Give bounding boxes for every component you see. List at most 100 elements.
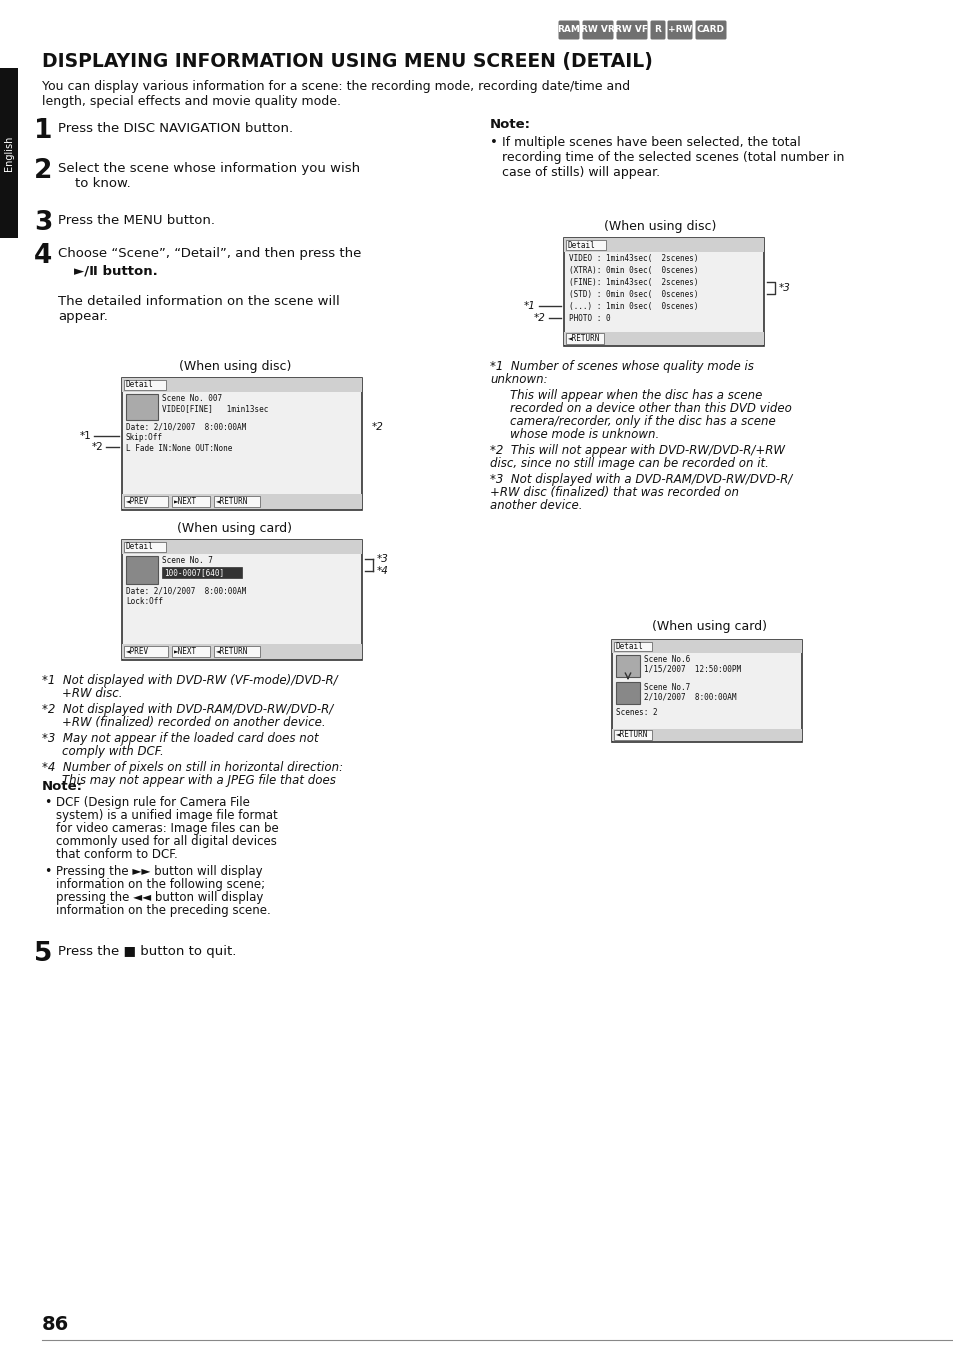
Text: commonly used for all digital devices: commonly used for all digital devices bbox=[56, 836, 276, 848]
Text: L Fade IN:None OUT:None: L Fade IN:None OUT:None bbox=[126, 443, 233, 453]
Text: ►NEXT: ►NEXT bbox=[173, 498, 197, 506]
FancyBboxPatch shape bbox=[650, 20, 665, 39]
Text: ◄RETURN: ◄RETURN bbox=[215, 498, 248, 506]
Text: Scenes: 2: Scenes: 2 bbox=[616, 708, 657, 717]
Text: +RW disc.: +RW disc. bbox=[62, 687, 122, 700]
Bar bbox=[616, 654, 639, 677]
FancyBboxPatch shape bbox=[695, 20, 726, 39]
Text: ◄PREV: ◄PREV bbox=[126, 648, 149, 656]
Text: RAM: RAM bbox=[557, 26, 579, 35]
Text: Press the ■ button to quit.: Press the ■ button to quit. bbox=[58, 945, 236, 959]
Text: 3: 3 bbox=[34, 210, 52, 237]
Bar bbox=[213, 496, 260, 507]
Text: (When using card): (When using card) bbox=[177, 522, 293, 535]
Text: Detail: Detail bbox=[567, 241, 595, 250]
Text: Press the DISC NAVIGATION button.: Press the DISC NAVIGATION button. bbox=[58, 122, 293, 135]
Text: *4: *4 bbox=[376, 566, 389, 576]
Text: 4: 4 bbox=[34, 243, 52, 269]
Text: DISPLAYING INFORMATION USING MENU SCREEN (DETAIL): DISPLAYING INFORMATION USING MENU SCREEN… bbox=[42, 51, 652, 72]
Text: comply with DCF.: comply with DCF. bbox=[62, 745, 164, 758]
Text: disc, since no still image can be recorded on it.: disc, since no still image can be record… bbox=[490, 457, 768, 470]
Text: Skip:Off: Skip:Off bbox=[126, 433, 163, 442]
Bar bbox=[122, 379, 361, 510]
Text: 5: 5 bbox=[34, 941, 52, 967]
Text: information on the preceding scene.: information on the preceding scene. bbox=[56, 904, 271, 917]
Bar bbox=[122, 379, 361, 392]
FancyBboxPatch shape bbox=[558, 20, 578, 39]
Text: Note:: Note: bbox=[490, 118, 531, 131]
Bar bbox=[612, 729, 801, 741]
Bar bbox=[563, 333, 763, 345]
Text: Date: 2/10/2007  8:00:00AM: Date: 2/10/2007 8:00:00AM bbox=[126, 585, 246, 595]
Text: *1: *1 bbox=[80, 431, 91, 441]
Text: RW VF: RW VF bbox=[615, 26, 648, 35]
Text: *2  Not displayed with DVD-RAM/DVD-RW/DVD-R/: *2 Not displayed with DVD-RAM/DVD-RW/DVD… bbox=[42, 703, 333, 717]
Text: VIDEO : 1min43sec(  2scenes): VIDEO : 1min43sec( 2scenes) bbox=[568, 254, 698, 264]
Bar bbox=[124, 646, 168, 657]
Text: Detail: Detail bbox=[616, 642, 643, 652]
Text: ◄RETURN: ◄RETURN bbox=[215, 648, 248, 656]
Bar bbox=[614, 730, 651, 740]
Text: Detail: Detail bbox=[126, 380, 153, 389]
Text: If multiple scenes have been selected, the total
recording time of the selected : If multiple scenes have been selected, t… bbox=[501, 137, 843, 178]
Text: ►NEXT: ►NEXT bbox=[173, 648, 197, 656]
Text: Choose “Scene”, “Detail”, and then press the: Choose “Scene”, “Detail”, and then press… bbox=[58, 247, 361, 260]
Text: 100-0007[640]: 100-0007[640] bbox=[164, 568, 224, 577]
Text: RW VR: RW VR bbox=[580, 26, 615, 35]
Text: pressing the ◄◄ button will display: pressing the ◄◄ button will display bbox=[56, 891, 263, 904]
Text: *4  Number of pixels on still in horizontal direction:: *4 Number of pixels on still in horizont… bbox=[42, 761, 343, 773]
Text: 1: 1 bbox=[34, 118, 52, 145]
Text: English: English bbox=[4, 135, 14, 170]
Text: (When using disc): (When using disc) bbox=[178, 360, 291, 373]
Text: Detail: Detail bbox=[126, 542, 153, 552]
Bar bbox=[612, 639, 801, 653]
Text: Date: 2/10/2007  8:00:00AM: Date: 2/10/2007 8:00:00AM bbox=[126, 422, 246, 431]
Bar bbox=[213, 646, 260, 657]
Text: Note:: Note: bbox=[42, 780, 83, 794]
Text: 2: 2 bbox=[34, 158, 52, 184]
Text: This will appear when the disc has a scene: This will appear when the disc has a sce… bbox=[510, 389, 761, 402]
Text: *3  Not displayed with a DVD-RAM/DVD-RW/DVD-R/: *3 Not displayed with a DVD-RAM/DVD-RW/D… bbox=[490, 473, 791, 485]
Text: another device.: another device. bbox=[490, 499, 582, 512]
Bar bbox=[565, 333, 603, 343]
Text: Press the MENU button.: Press the MENU button. bbox=[58, 214, 214, 227]
Text: (XTRA): 0min 0sec(  0scenes): (XTRA): 0min 0sec( 0scenes) bbox=[568, 266, 698, 274]
Text: Scene No. 007: Scene No. 007 bbox=[162, 393, 222, 403]
Bar bbox=[124, 496, 168, 507]
Bar bbox=[126, 393, 158, 420]
Text: *1: *1 bbox=[523, 301, 536, 311]
Text: 1/15/2007  12:50:00PM: 1/15/2007 12:50:00PM bbox=[643, 664, 740, 673]
Text: Select the scene whose information you wish
    to know.: Select the scene whose information you w… bbox=[58, 162, 359, 191]
Text: Scene No. 7: Scene No. 7 bbox=[162, 556, 213, 565]
Text: system) is a unified image file format: system) is a unified image file format bbox=[56, 808, 277, 822]
Text: ◄PREV: ◄PREV bbox=[126, 498, 149, 506]
Text: ►/Ⅱ button.: ►/Ⅱ button. bbox=[74, 265, 157, 279]
Text: (FINE): 1min43sec(  2scenes): (FINE): 1min43sec( 2scenes) bbox=[568, 279, 698, 287]
Text: You can display various information for a scene: the recording mode, recording d: You can display various information for … bbox=[42, 80, 630, 108]
Text: *2  This will not appear with DVD-RW/DVD-R/+RW: *2 This will not appear with DVD-RW/DVD-… bbox=[490, 443, 784, 457]
Text: whose mode is unknown.: whose mode is unknown. bbox=[510, 429, 659, 441]
Text: unknown:: unknown: bbox=[490, 373, 547, 387]
Bar bbox=[0, 68, 18, 238]
FancyBboxPatch shape bbox=[616, 20, 647, 39]
Text: R: R bbox=[654, 26, 660, 35]
Text: •: • bbox=[44, 865, 51, 877]
Bar bbox=[122, 644, 361, 658]
Text: •: • bbox=[44, 796, 51, 808]
Text: Scene No.6: Scene No.6 bbox=[643, 654, 690, 664]
Text: The detailed information on the scene will
appear.: The detailed information on the scene wi… bbox=[58, 295, 339, 323]
Bar bbox=[126, 556, 158, 584]
Text: (...) : 1min 0sec(  0scenes): (...) : 1min 0sec( 0scenes) bbox=[568, 301, 698, 311]
Text: *2: *2 bbox=[92, 442, 104, 452]
Text: *1  Number of scenes whose quality mode is: *1 Number of scenes whose quality mode i… bbox=[490, 360, 753, 373]
Bar bbox=[162, 566, 242, 579]
Text: 2/10/2007  8:00:00AM: 2/10/2007 8:00:00AM bbox=[643, 692, 736, 700]
Bar bbox=[612, 639, 801, 742]
Text: (STD) : 0min 0sec(  0scenes): (STD) : 0min 0sec( 0scenes) bbox=[568, 289, 698, 299]
Text: information on the following scene;: information on the following scene; bbox=[56, 877, 265, 891]
FancyBboxPatch shape bbox=[582, 20, 613, 39]
Text: PHOTO : 0: PHOTO : 0 bbox=[568, 314, 610, 323]
Text: •: • bbox=[490, 137, 497, 149]
Text: *3  May not appear if the loaded card does not: *3 May not appear if the loaded card doe… bbox=[42, 731, 318, 745]
Text: 86: 86 bbox=[42, 1315, 70, 1334]
